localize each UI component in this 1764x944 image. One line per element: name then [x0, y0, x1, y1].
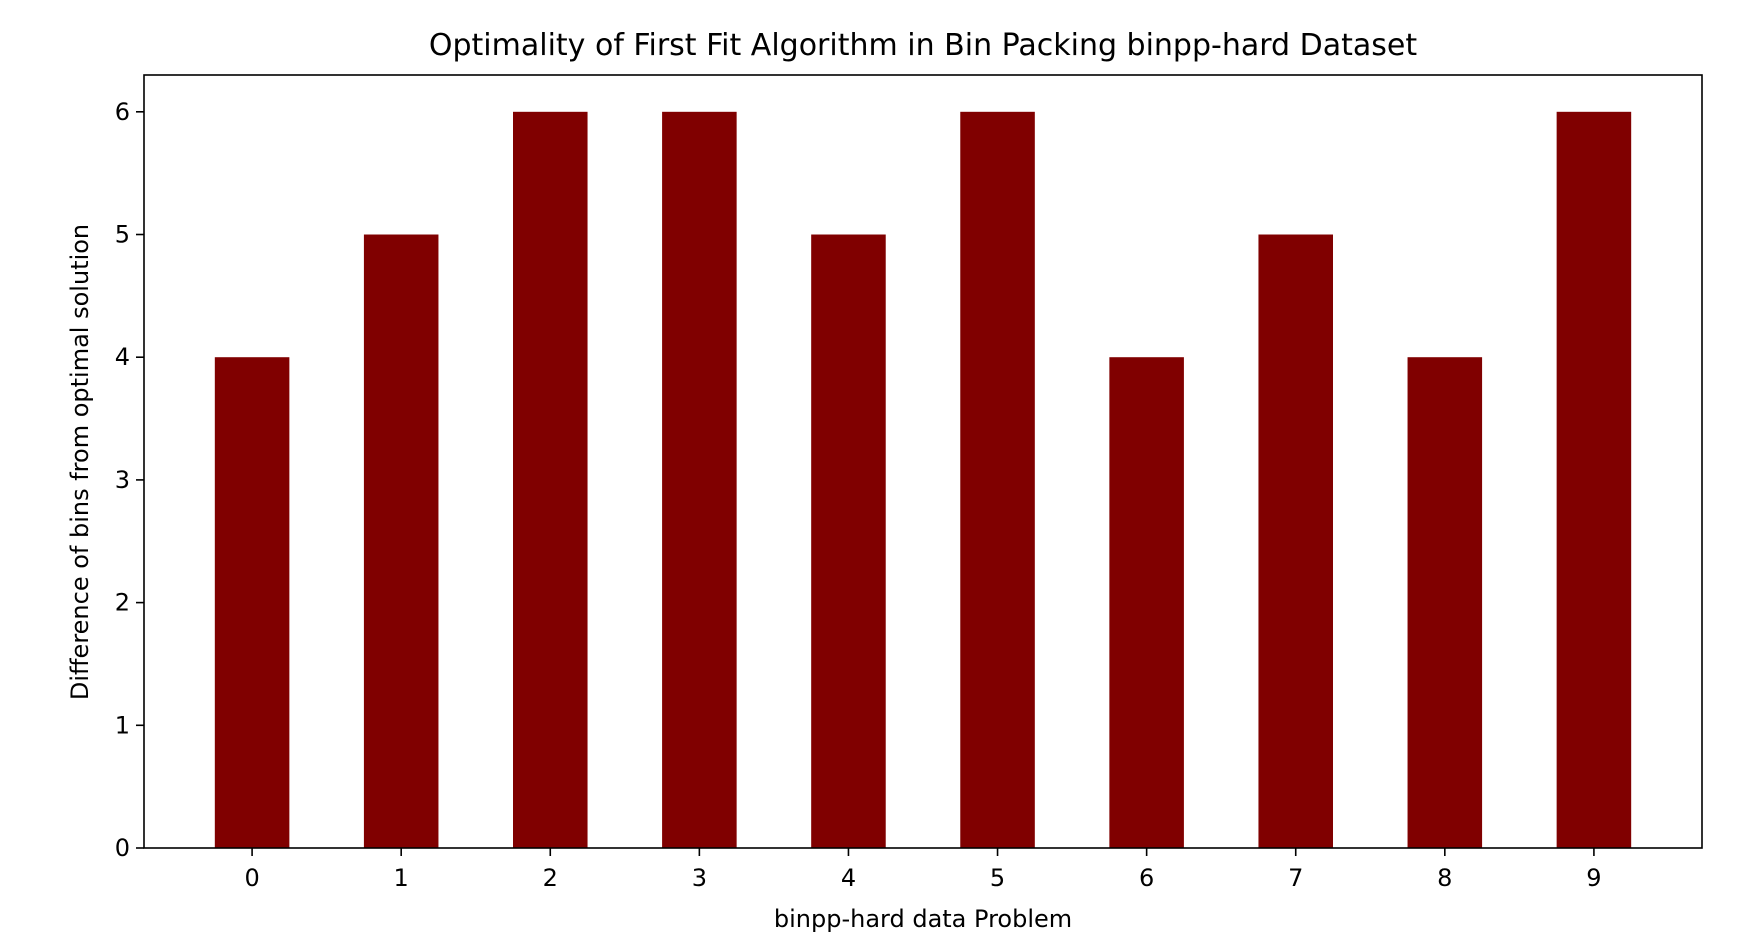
- bars-group: [214, 111, 1632, 849]
- y-axis-label: Difference of bins from optimal solution: [66, 224, 94, 700]
- bar-5: [960, 111, 1035, 849]
- bar-8: [1407, 357, 1483, 848]
- y-tick-label: 4: [115, 343, 130, 371]
- bar-7: [1258, 234, 1333, 848]
- x-tick-label: 1: [394, 864, 409, 892]
- x-tick-label: 9: [1586, 864, 1601, 892]
- x-tick-label: 7: [1288, 864, 1303, 892]
- x-tick-label: 8: [1437, 864, 1452, 892]
- bar-9: [1556, 111, 1632, 849]
- x-tick-label: 0: [244, 864, 259, 892]
- bar-3: [662, 111, 737, 849]
- x-tick-label: 3: [692, 864, 707, 892]
- x-tick-label: 6: [1139, 864, 1154, 892]
- x-tick-label: 5: [990, 864, 1005, 892]
- bar-4: [811, 234, 886, 848]
- bar-6: [1109, 357, 1184, 848]
- y-axis-ticks: 0 1 2 3 4 5 6: [115, 98, 144, 862]
- plot-frame: [143, 74, 1703, 849]
- chart-title: Optimality of First Fit Algorithm in Bin…: [429, 28, 1417, 63]
- y-tick-label: 0: [115, 834, 130, 862]
- y-tick-label: 2: [115, 589, 130, 617]
- x-tick-label: 2: [543, 864, 558, 892]
- bar-0: [214, 357, 290, 848]
- x-axis-label: binpp-hard data Problem: [774, 905, 1072, 933]
- bar-2: [513, 111, 588, 849]
- y-tick-label: 1: [115, 711, 130, 739]
- y-tick-label: 6: [115, 98, 130, 126]
- y-tick-label: 3: [115, 466, 130, 494]
- bar-1: [363, 234, 439, 848]
- x-tick-label: 4: [841, 864, 856, 892]
- y-tick-label: 5: [115, 221, 130, 249]
- x-axis-ticks: 0 1 2 3 4 5 6 7 8 9: [244, 848, 1602, 892]
